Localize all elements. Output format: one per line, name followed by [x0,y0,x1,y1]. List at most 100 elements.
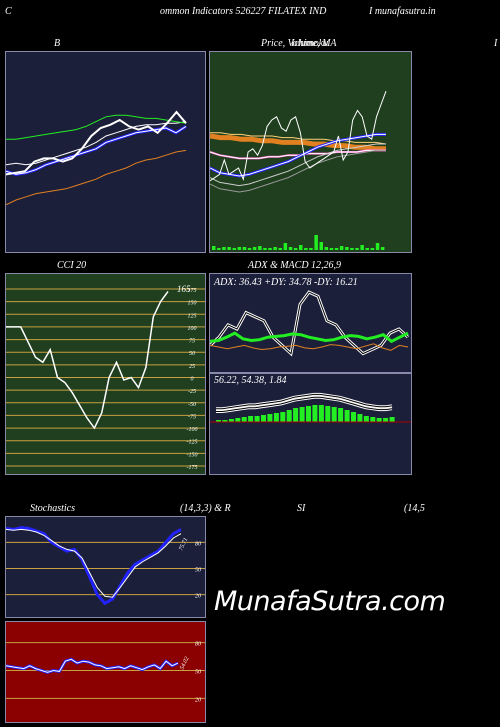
macd-histogram-bar [299,407,305,422]
macd-histogram-bar [389,417,395,422]
macd-histogram-bar [344,410,350,422]
stoch-tick-label: 80 [195,541,201,547]
macd-histogram-bar [370,417,376,422]
adx-minus-dy-line [209,343,409,351]
adx-chart: ADX: 36.43 +DY: 34.78 -DY: 16.21 [208,277,410,357]
rsi-panel: 80 50 20 54.02 [5,621,206,723]
stoch-value-label: 75.71 [178,537,189,552]
bb-panel-label: B [54,38,61,49]
bb-middle-band-thick [5,125,187,176]
macd-histogram-bar [280,412,286,422]
cci-tick-label: -25 [188,389,196,395]
macd-histogram-bar [306,406,311,422]
stochastics-panel: 80 50 20 75.71 [5,516,206,618]
volume-bar [263,248,267,250]
macd-histogram-bar [254,416,260,422]
cci-tick-label: 100 [188,326,197,332]
bb-price-line [5,110,187,176]
stoch-tick-label: 50 [195,568,201,574]
cci-panel: 175 150 125 100 75 50 25 0 -25 -50 -75 -100 -125 -150… [5,273,206,475]
macd-histogram-bar [325,406,331,422]
volume-bar [252,247,257,250]
macd-histogram-bar [312,405,318,422]
cci-tick-label: 0 [191,377,194,383]
volume-bar [288,247,293,250]
cci-tick-label: -150 [187,452,198,458]
adx-macd-panel-label: ADX & MACD 12,26,9 [248,260,342,271]
adx-white-line-inner [209,291,409,355]
volume-bar [293,248,298,250]
volume-bar [365,248,369,250]
macd-histogram-bar [331,407,337,422]
rsi-line-highlight [5,658,179,673]
volume-bar [283,243,288,250]
price-chart [209,91,387,250]
adx-green-line [209,331,409,344]
volume-bar [350,248,354,250]
cci-tick-label: 125 [188,313,197,319]
volume-bar [319,242,323,250]
rsi-label: SI [297,503,306,514]
macd-signal-line-inner [216,396,393,412]
cci-tick-label: 75 [189,339,195,345]
macd-histogram-bar [318,405,324,422]
volume-bar [329,248,334,250]
volume-bar [232,248,236,250]
cci-tick-label: 50 [189,351,195,357]
stoch-tick-label: 20 [195,594,201,600]
macd-histogram-bar [248,416,254,422]
stoch-d-line [5,528,182,598]
cci-tick-label: 150 [188,301,197,307]
price-panel-label-overlap: Ichimoku [291,38,329,49]
volume-bar [334,248,339,250]
volume-bar [237,247,242,250]
macd-histogram-bar [357,414,363,422]
volume-bar [304,248,308,250]
volume-bar [242,247,247,250]
adx-white-line-outer [208,290,410,357]
macd-histogram-bar [286,410,292,422]
adx-panel: ADX: 36.43 +DY: 34.78 -DY: 16.21 [208,273,412,373]
macd-histogram-bar [267,414,273,422]
volume-bar [339,246,344,250]
volume-bar [360,245,364,250]
volume-bar [222,247,226,250]
cci-tick-label: 25 [189,364,195,370]
ma-grey-line-1 [209,143,386,187]
volume-bar [258,246,262,250]
rsi-chart: 80 50 20 54.02 [5,642,205,703]
cci-tick-label: -50 [188,402,196,408]
macd-chart: 56.22, 54.38, 1.84 [210,375,411,423]
rsi-tick-label: 50 [195,670,201,676]
header-site: I munafasutra.in [369,6,436,17]
volume-bar [370,248,375,250]
stoch-k-line [5,526,182,606]
stochastics-params: (14,3,3) & R [180,503,231,514]
volume-bar [273,247,277,250]
macd-values-text: 56.22, 54.38, 1.84 [214,375,287,386]
munafasutra-watermark: MunafaSutra.com [214,586,446,617]
macd-histogram-bar [376,418,382,422]
macd-panel: 56.22, 54.38, 1.84 [209,373,412,475]
rsi-params: (14,5 [404,503,425,514]
bb-middle-band-highlight [5,125,187,175]
macd-histogram-bar [383,418,389,422]
price-line [209,91,387,182]
volume-bar [314,235,318,250]
bb-lower-band [5,149,187,206]
volume-bar [268,248,272,250]
macd-line-inner [216,393,393,410]
price-volume-panel [209,51,412,253]
rsi-value-label: 54.02 [178,656,190,671]
volume-bar [247,248,252,250]
volume-bar [212,246,216,250]
volume-bar [217,248,221,250]
cci-chart: 175 150 125 100 75 50 25 0 -25 -50 -75 -100 -125 -150… [6,284,205,471]
bollinger-bands-panel [5,51,206,253]
bb-upper-band [6,114,187,140]
volume-bar [355,248,359,250]
ma-grey-line-2 [209,149,386,193]
volume-bar [345,247,349,250]
ma-blue-line-highlight [209,133,386,177]
price-panel-label: Price, Volume, MA [261,38,337,49]
